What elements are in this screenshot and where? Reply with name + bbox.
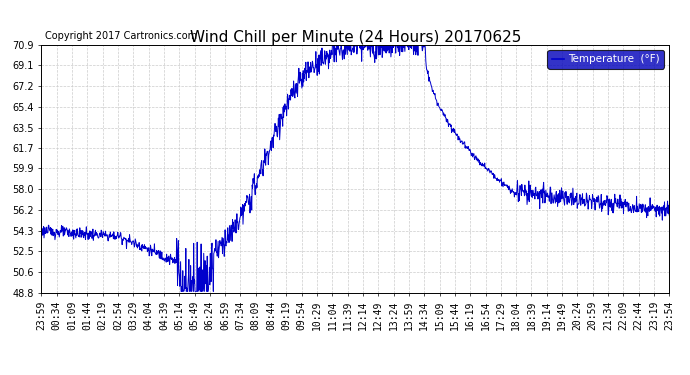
- Title: Wind Chill per Minute (24 Hours) 20170625: Wind Chill per Minute (24 Hours) 2017062…: [190, 30, 521, 45]
- Text: Copyright 2017 Cartronics.com: Copyright 2017 Cartronics.com: [45, 32, 197, 41]
- Legend: Temperature  (°F): Temperature (°F): [547, 50, 664, 69]
